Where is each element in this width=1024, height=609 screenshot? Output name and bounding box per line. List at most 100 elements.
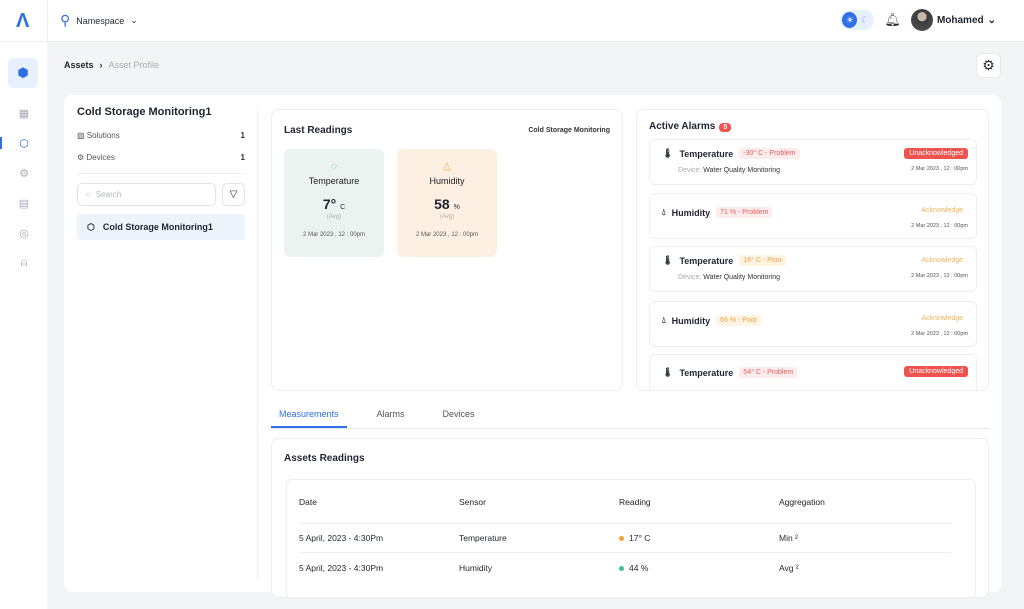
chip-icon: ⚙ bbox=[19, 167, 29, 180]
column-header[interactable]: Date bbox=[299, 496, 317, 507]
devices-stat: ⚙ Devices 1 bbox=[77, 146, 245, 168]
namespace-label: Namespace bbox=[76, 15, 125, 26]
search-icon: ○ bbox=[86, 190, 91, 199]
alarm-item[interactable]: 💧︎ Humidity 71 % - Problem Acknowledge 2 M… bbox=[649, 193, 977, 239]
thermometer-icon: 🌡︎ bbox=[662, 255, 674, 265]
reading-tile-humidity[interactable]: △ Humidity 58 % (Avg) 2 Mar 2023 , 12 : … bbox=[397, 149, 497, 257]
cell-sensor: Temperature bbox=[459, 533, 507, 543]
user-name: Mohamed bbox=[936, 14, 984, 26]
alarm-tag: 71 % - Problem bbox=[716, 207, 773, 218]
search-row: ○ Search ▽ bbox=[77, 183, 245, 206]
reading-time: 2 Mar 2023 , 12 : 00pm bbox=[415, 232, 479, 238]
alarm-tag: 56 % - Poor bbox=[716, 315, 762, 326]
cell-aggregation: Avg ² bbox=[779, 562, 799, 573]
top-bar: Λ ⚲ Namespace ⌄ ☀ ☾ 🔔︎ Mohamed ⌄ bbox=[0, 0, 1024, 42]
alarm-item[interactable]: 🌡︎ Temperature -30° C - Problem Device: Wa… bbox=[649, 139, 977, 185]
settings-button[interactable]: ⚙ bbox=[976, 53, 1001, 78]
sidebar-item-assets[interactable]: ⬡ bbox=[0, 134, 35, 152]
alarm-sensor: Humidity bbox=[671, 207, 711, 218]
tab-bar: Measurements Alarms Devices bbox=[271, 409, 989, 429]
reading-value: 44 % bbox=[629, 562, 649, 573]
breadcrumb: Assets › Asset Profile bbox=[64, 60, 159, 70]
reading-tile-temperature[interactable]: ◌ Temperature 7° C (Avg) 2 Mar 2023 , 12… bbox=[284, 149, 384, 257]
reading-name: Humidity bbox=[429, 176, 465, 186]
filter-icon: ▽ bbox=[229, 189, 238, 200]
namespace-selector[interactable]: ⚲ Namespace ⌄ bbox=[60, 12, 138, 29]
user-menu[interactable]: Mohamed ⌄ bbox=[910, 9, 996, 31]
chevron-down-icon: ⌄ bbox=[130, 15, 138, 25]
alarm-status-button[interactable]: Acknowledge bbox=[921, 207, 963, 214]
alarm-status-button[interactable]: Unacknowledged bbox=[904, 148, 968, 159]
divider bbox=[77, 173, 245, 174]
alarm-item[interactable]: 🌡︎ Temperature 54° C - Problem Unacknowled… bbox=[649, 354, 977, 390]
cube-icon: ⬡ bbox=[19, 137, 29, 150]
alarm-time: 2 Mar 2023 , 12 : 00pm bbox=[911, 273, 968, 279]
readings-table: Date Sensor Reading Aggregation 5 April,… bbox=[286, 479, 976, 599]
alarm-icon: ⍝ bbox=[20, 256, 28, 269]
solutions-count: 1 bbox=[240, 130, 245, 140]
table-row[interactable]: 5 April, 2023 - 4:30Pm Temperature 17° C… bbox=[299, 524, 951, 553]
asset-title: Cold Storage Monitoring1 bbox=[77, 106, 212, 118]
breadcrumb-separator: › bbox=[99, 60, 103, 70]
alarm-device: Water Quality Monitoring bbox=[703, 167, 781, 174]
cell-aggregation: Min ² bbox=[779, 533, 798, 543]
alarm-tag: 16° C - Poor bbox=[739, 255, 786, 266]
alarm-tag: -30° C - Problem bbox=[739, 148, 800, 159]
status-dot bbox=[619, 565, 624, 571]
status-dot bbox=[619, 536, 624, 542]
divider bbox=[257, 107, 258, 580]
app-logo[interactable]: Λ bbox=[16, 10, 30, 32]
alarm-item[interactable]: 💧︎ Humidity 56 % - Poor Acknowledge 2 Mar … bbox=[649, 301, 977, 347]
alarm-status-button[interactable]: Acknowledge bbox=[921, 257, 963, 264]
sidebar-item-home[interactable]: ⬢ bbox=[8, 58, 38, 88]
sidebar-item-alarms[interactable]: ⍝ bbox=[13, 254, 35, 272]
thermometer-icon: ◌ bbox=[331, 161, 337, 172]
table-header-row: Date Sensor Reading Aggregation bbox=[299, 480, 951, 524]
alarm-status-button[interactable]: Unacknowledged bbox=[904, 366, 968, 377]
alarm-sensor: Humidity bbox=[671, 315, 711, 326]
sidebar-item-reports[interactable]: ▤ bbox=[13, 194, 35, 212]
asset-profile-panel: Cold Storage Monitoring1 ▨ Solutions 1 ⚙… bbox=[64, 95, 1001, 599]
sidebar-item-dashboard[interactable]: ▦ bbox=[13, 104, 35, 122]
solutions-stat: ▨ Solutions 1 bbox=[77, 124, 245, 146]
devices-icon: ⚙ bbox=[77, 152, 85, 162]
alarm-status-button[interactable]: Acknowledge bbox=[921, 315, 963, 322]
gear-icon: ⚙ bbox=[982, 57, 995, 73]
tab-devices[interactable]: Devices bbox=[442, 409, 475, 419]
sidebar-item-analytics[interactable]: ◎ bbox=[13, 224, 35, 242]
droplet-icon: 💧︎ bbox=[662, 315, 666, 325]
column-header[interactable]: Aggregation bbox=[779, 496, 825, 507]
breadcrumb-current: Asset Profile bbox=[108, 60, 160, 70]
droplet-icon: △ bbox=[443, 161, 451, 172]
asset-sidebar: Cold Storage Monitoring1 ▨ Solutions 1 ⚙… bbox=[77, 106, 245, 240]
alarm-count-badge: 5 bbox=[719, 123, 732, 132]
filter-button[interactable]: ▽ bbox=[222, 183, 245, 206]
theme-toggle[interactable]: ☀ ☾ bbox=[840, 10, 875, 30]
breadcrumb-root[interactable]: Assets bbox=[64, 60, 94, 70]
list-item[interactable]: ⬡ Cold Storage Monitoring1 bbox=[77, 214, 245, 240]
namespace-icon: ⚲ bbox=[60, 12, 71, 28]
reading-unit: C bbox=[340, 204, 346, 211]
sidebar-item-devices[interactable]: ⚙ bbox=[13, 164, 35, 182]
table-row[interactable]: 5 April, 2023 - 4:30Pm Humidity 44 % Avg… bbox=[299, 553, 951, 582]
last-readings-subtitle: Cold Storage Monitoring bbox=[528, 127, 610, 134]
reading-value: 7° bbox=[322, 196, 337, 212]
thermometer-icon: 🌡︎ bbox=[662, 367, 674, 377]
alarm-tag: 54° C - Problem bbox=[739, 367, 798, 378]
topbar-divider bbox=[47, 0, 48, 42]
active-alarms-title: Active Alarms bbox=[649, 121, 716, 132]
bell-icon[interactable]: 🔔︎ bbox=[884, 12, 901, 27]
sidebar: ⬢ ▦ ⬡ ⚙ ▤ ◎ ⍝ bbox=[0, 42, 47, 609]
tab-alarms[interactable]: Alarms bbox=[376, 409, 405, 419]
tab-measurements[interactable]: Measurements bbox=[271, 409, 347, 428]
reading-value: 17° C bbox=[629, 533, 651, 543]
devices-count: 1 bbox=[240, 152, 245, 162]
reading-value: 58 bbox=[434, 196, 450, 212]
cell-date: 5 April, 2023 - 4:30Pm bbox=[299, 533, 384, 543]
search-input[interactable]: ○ Search bbox=[77, 183, 216, 206]
column-header[interactable]: Reading bbox=[619, 496, 651, 507]
alarm-item[interactable]: 🌡︎ Temperature 16° C - Poor Device: Water … bbox=[649, 246, 977, 292]
topbar-actions: ☀ ☾ 🔔︎ Mohamed ⌄ bbox=[840, 9, 996, 31]
column-header[interactable]: Sensor bbox=[459, 496, 486, 507]
analytics-icon: ◎ bbox=[19, 227, 29, 240]
